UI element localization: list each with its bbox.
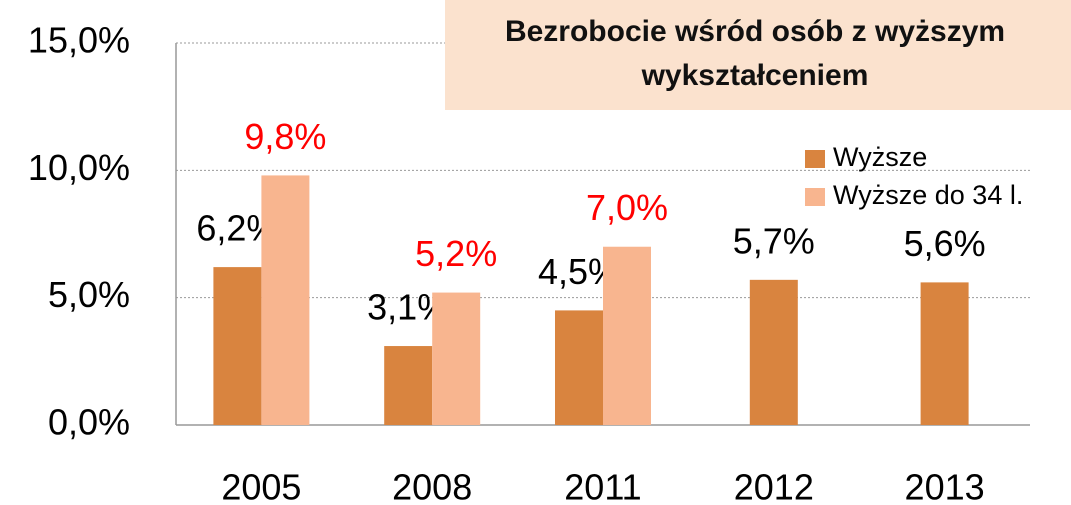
- bar: [920, 282, 969, 425]
- title-box: Bezrobocie wśród osób z wyższym wykształ…: [445, 0, 1071, 110]
- legend-swatch: [805, 150, 825, 168]
- bar: [603, 246, 651, 425]
- bar: [432, 292, 481, 425]
- data-label: 7,0%: [586, 187, 668, 228]
- data-label: 9,8%: [244, 116, 326, 157]
- bar: [261, 175, 310, 425]
- bar: [213, 267, 262, 425]
- bar: [384, 346, 433, 425]
- bar: [749, 279, 798, 425]
- x-tick-label: 2013: [905, 467, 985, 505]
- y-tick-label: 0,0%: [48, 402, 130, 443]
- legend-swatch: [805, 188, 825, 206]
- bar: [555, 310, 603, 425]
- y-tick-label: 10,0%: [28, 147, 130, 188]
- y-tick-label: 15,0%: [28, 20, 130, 61]
- x-tick-label: 2008: [392, 467, 472, 505]
- x-tick-label: 2005: [221, 467, 301, 505]
- x-tick-label: 2012: [734, 467, 814, 505]
- x-tick-label: 2011: [564, 467, 641, 505]
- chart-title: Bezrobocie wśród osób z wyższym wykształ…: [504, 15, 1006, 92]
- y-tick-label: 5,0%: [48, 274, 130, 315]
- legend-label: Wyższe do 34 l.: [833, 180, 1023, 210]
- data-label: 5,2%: [415, 233, 497, 274]
- data-label: 5,6%: [904, 223, 986, 264]
- legend-label: Wyższe: [833, 142, 927, 172]
- data-label: 5,7%: [733, 220, 815, 261]
